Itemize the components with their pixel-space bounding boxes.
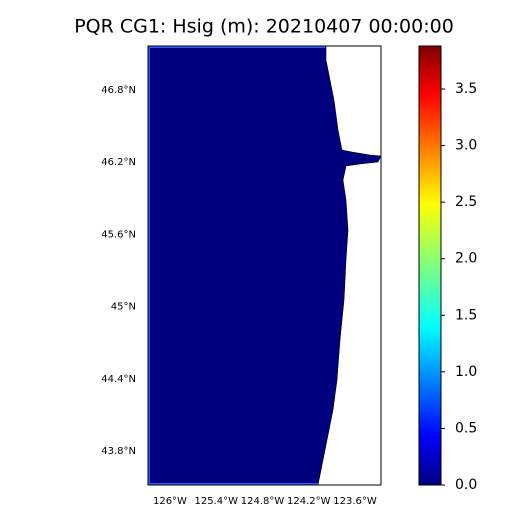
colorbar-tick-label: 2.5 <box>455 194 477 210</box>
map <box>147 45 382 486</box>
colorbar-tick-label: 0.5 <box>455 420 477 436</box>
water-field <box>147 45 382 486</box>
colorbar-scale <box>418 45 442 486</box>
chart-title: PQR CG1: Hsig (m): 20210407 00:00:00 <box>74 16 454 38</box>
colorbar-tick-label: 1.0 <box>455 364 477 380</box>
colorbar-tick-label: 3.5 <box>455 81 477 97</box>
y-tick-label: 43.8°N <box>101 446 136 457</box>
y-tick-label: 45.6°N <box>101 229 136 240</box>
x-tick-label: 124.2°W <box>287 496 331 507</box>
colorbar-tick-label: 0.0 <box>455 477 477 493</box>
y-tick-label: 44.4°N <box>101 374 136 385</box>
colorbar-tick-label: 3.0 <box>455 138 477 154</box>
x-tick-label: 123.6°W <box>333 496 377 507</box>
y-tick-label: 46.8°N <box>101 85 136 96</box>
y-tick-label: 45°N <box>111 302 136 313</box>
map-frame <box>147 45 382 486</box>
colorbar-tick-label: 2.0 <box>455 251 477 267</box>
y-tick-label: 46.2°N <box>101 157 136 168</box>
boundary-edge <box>148 46 325 485</box>
colorbar <box>418 45 442 486</box>
colorbar-tick-label: 1.5 <box>455 307 477 323</box>
x-tick-label: 125.4°W <box>194 496 238 507</box>
x-tick-label: 124.8°W <box>241 496 285 507</box>
x-tick-label: 126°W <box>153 496 187 507</box>
